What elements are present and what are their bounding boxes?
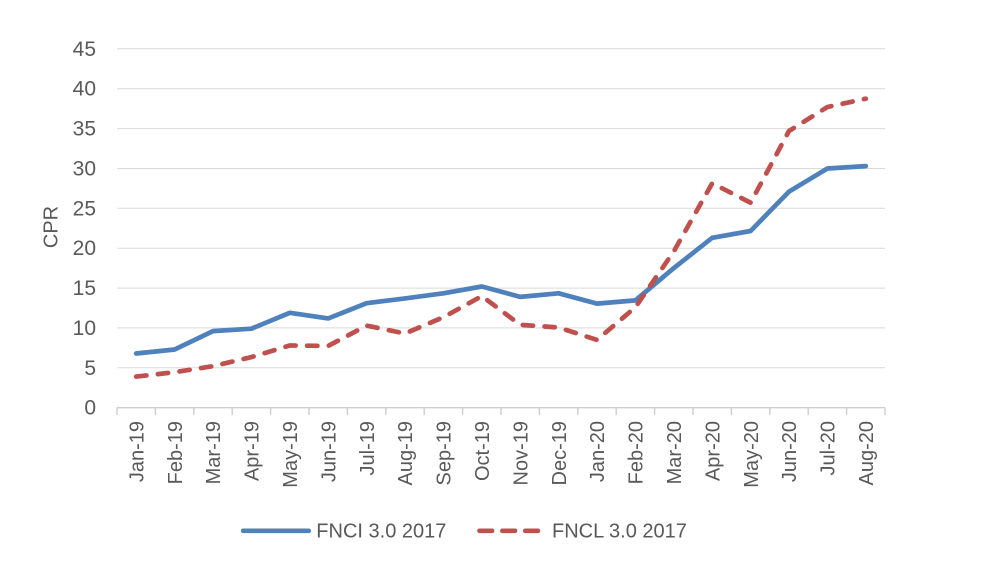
svg-text:Nov-19: Nov-19 [510,421,532,485]
svg-text:May-19: May-19 [280,421,302,488]
svg-text:5: 5 [84,357,96,380]
svg-text:FNCI 3.0 2017: FNCI 3.0 2017 [316,520,446,542]
svg-text:FNCL 3.0 2017: FNCL 3.0 2017 [552,520,687,542]
svg-text:Jan-20: Jan-20 [587,421,609,482]
svg-text:35: 35 [73,118,96,141]
svg-text:40: 40 [73,78,96,101]
svg-text:Dec-19: Dec-19 [549,421,571,485]
svg-text:Aug-20: Aug-20 [856,421,878,486]
svg-text:Oct-19: Oct-19 [472,421,494,481]
svg-text:0: 0 [84,397,96,420]
svg-text:15: 15 [73,277,96,300]
svg-text:Feb-19: Feb-19 [165,421,187,484]
svg-text:Aug-19: Aug-19 [395,421,417,486]
svg-text:Jul-19: Jul-19 [357,421,379,475]
svg-text:Apr-20: Apr-20 [702,421,724,481]
svg-text:May-20: May-20 [741,421,763,488]
svg-text:30: 30 [73,158,96,181]
svg-text:45: 45 [73,38,96,61]
svg-text:Jun-19: Jun-19 [318,421,340,482]
svg-text:Mar-19: Mar-19 [203,421,225,484]
svg-text:CPR: CPR [41,206,63,248]
svg-text:20: 20 [73,237,96,260]
svg-text:25: 25 [73,197,96,220]
svg-text:Mar-20: Mar-20 [664,421,686,484]
svg-text:Jun-20: Jun-20 [779,421,801,482]
svg-text:10: 10 [73,317,96,340]
svg-text:Feb-20: Feb-20 [626,421,648,484]
svg-text:Jan-19: Jan-19 [126,421,148,482]
svg-text:Sep-19: Sep-19 [434,421,456,486]
svg-text:Apr-19: Apr-19 [242,421,264,481]
svg-text:Jul-20: Jul-20 [818,421,840,475]
